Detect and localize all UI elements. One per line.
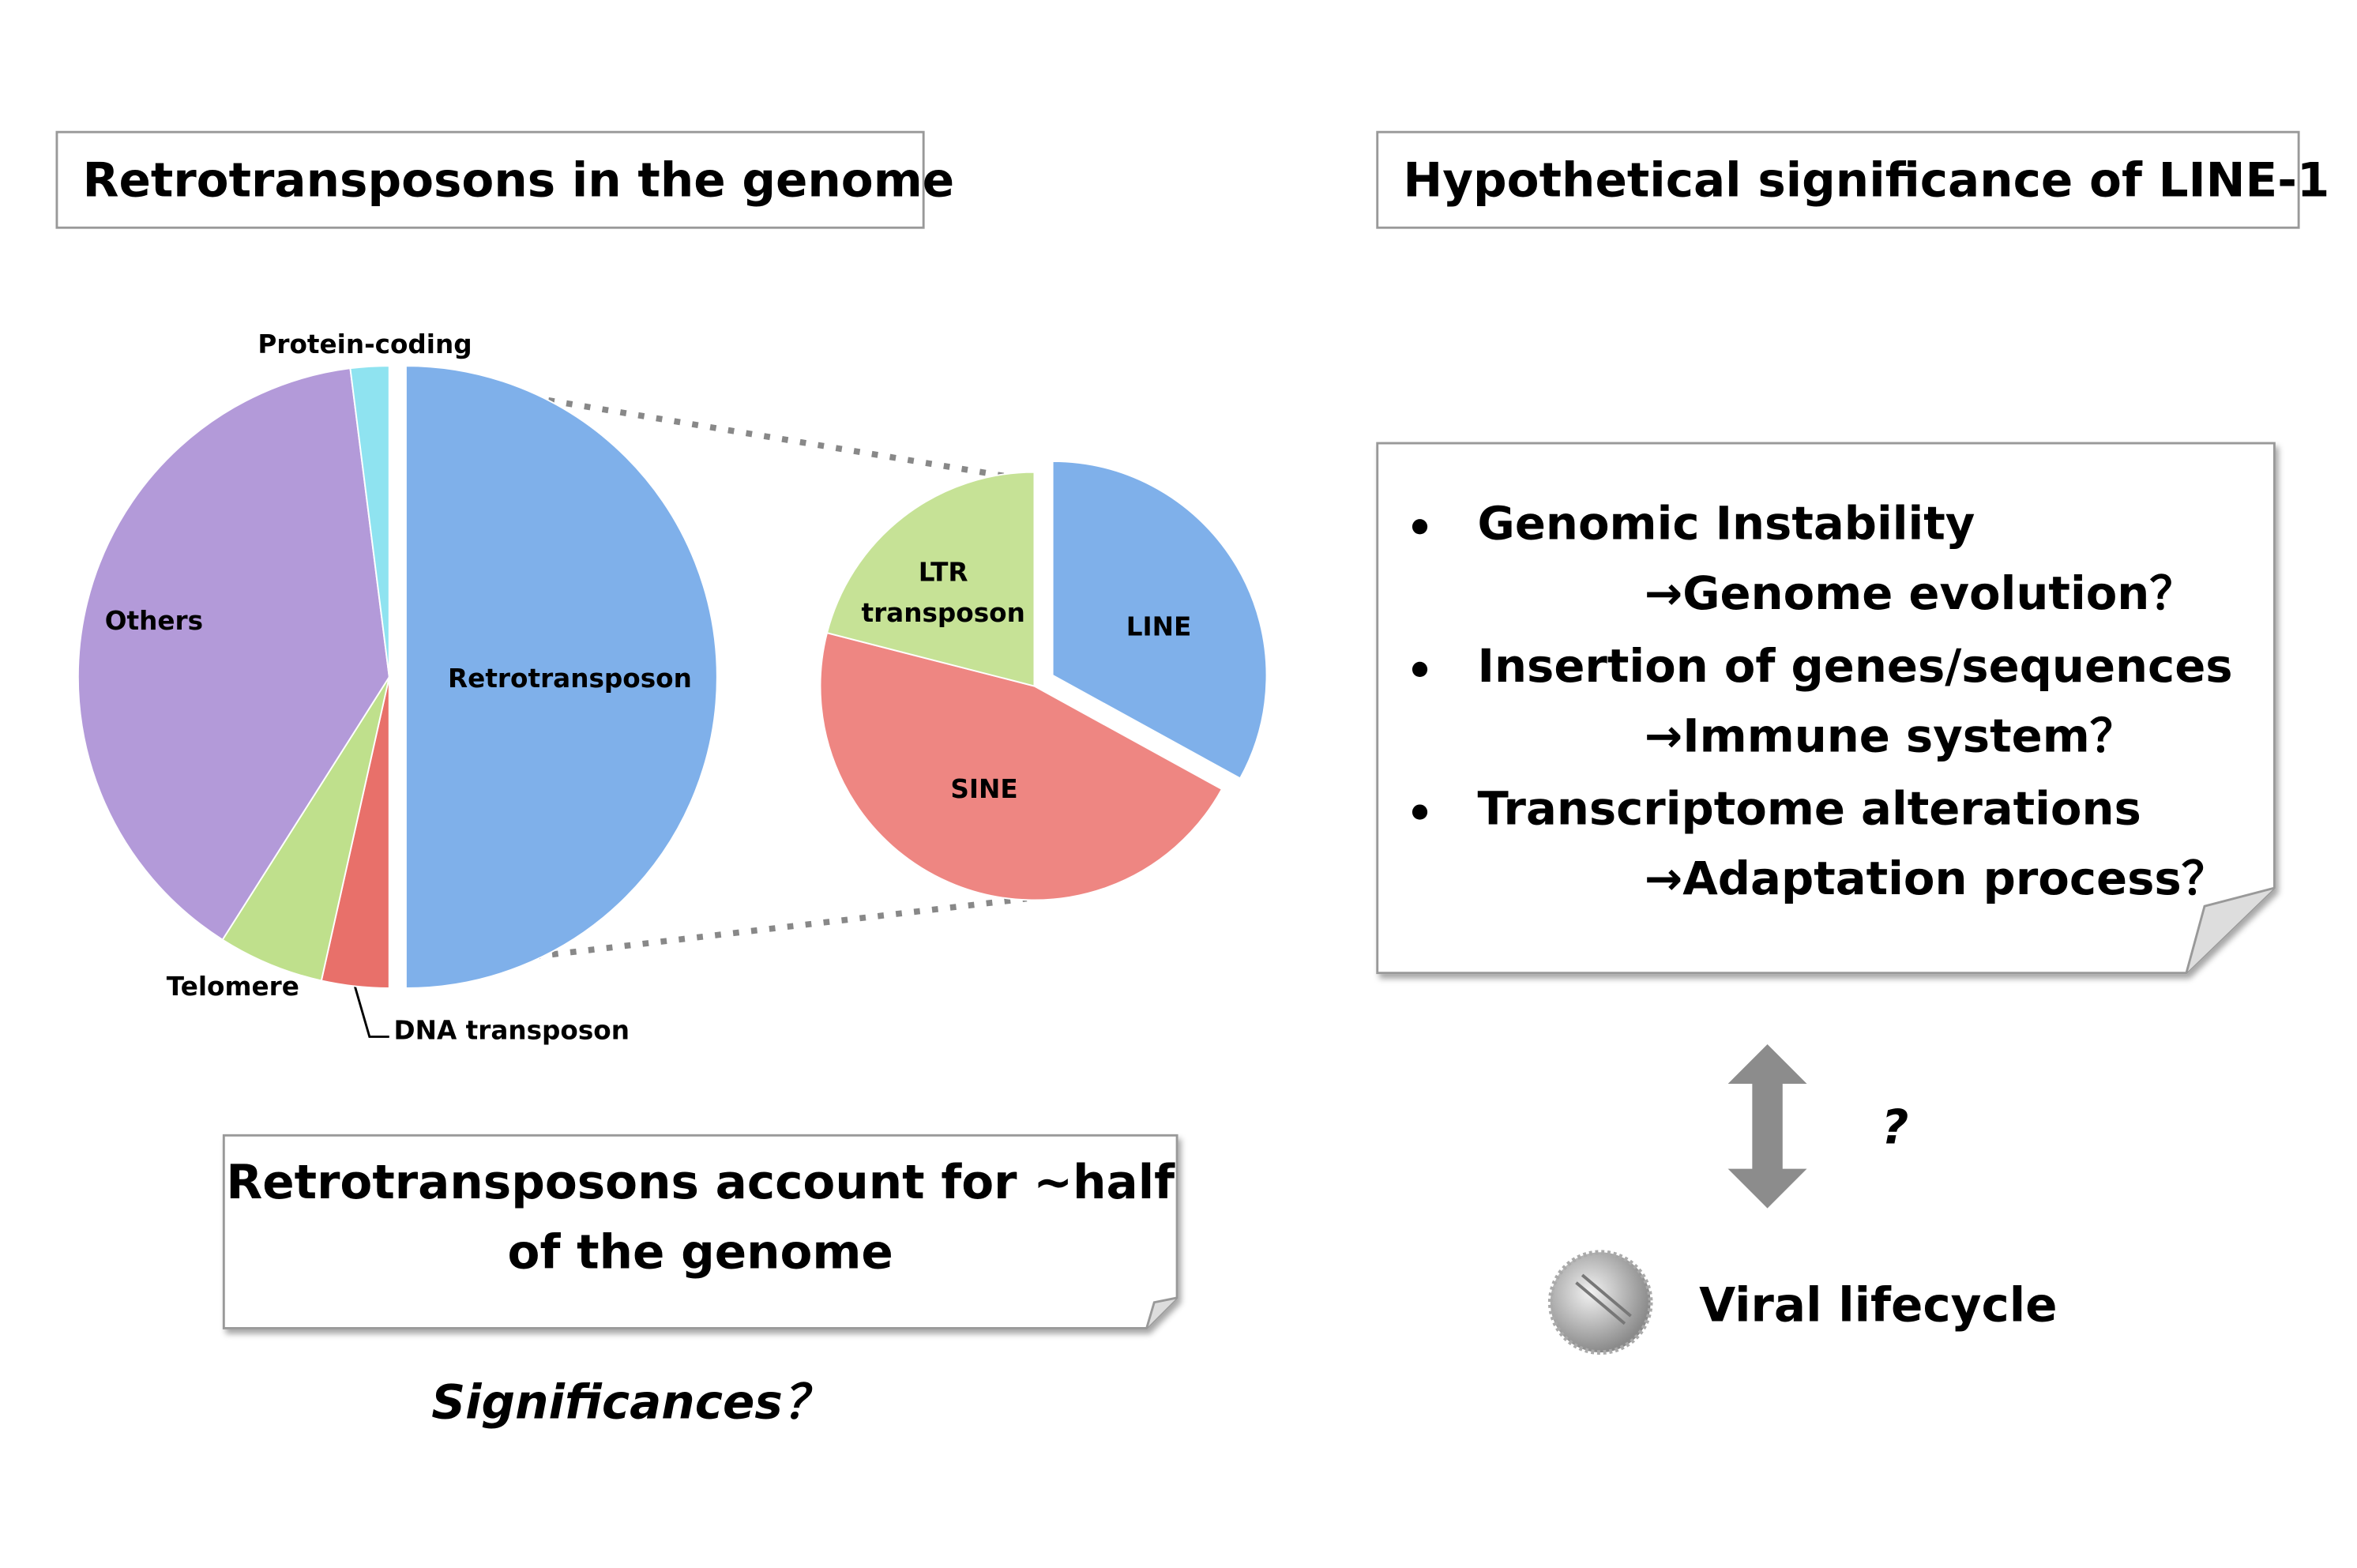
bullet [1412,519,1428,535]
item-list: Genomic Instability →Genome evolution？ Ins… [1412,496,2233,905]
right-title: Hypothetical significance of LINE-1 [1403,154,2329,209]
pies: Retrotransposon DNA transposon Telomere Oth… [77,329,1268,1046]
item-outcome: →Adaptation process？ [1645,852,2227,905]
note-line: Retrotransposons account for ~half [226,1156,1175,1210]
left-title: Retrotransposons in the genome [83,154,955,209]
pie-slice [825,471,1036,687]
pie-slice [404,365,718,989]
title-box [55,130,925,229]
pie-slice [221,676,390,982]
item-text: Genomic Instability [1478,496,1975,550]
slice-label: Protein-coding [258,329,472,359]
note-line: of the genome [508,1225,893,1280]
pie-slice [349,365,390,678]
slice-label: transposon [861,598,1024,628]
zoom-line [407,895,1028,975]
item-text: Insertion of genes/sequences [1478,639,2233,693]
bullet [1412,804,1428,820]
item-outcome: →Genome evolution？ [1645,566,2195,620]
pie-slice [1051,460,1268,780]
pie-slice [77,367,390,941]
slice-label: SINE [950,774,1017,804]
item-outcome: →Immune system？ [1645,709,2135,762]
slice-label: LTR [919,557,968,587]
fold [2185,886,2275,974]
leader-line [351,979,389,1038]
slice-label: DNA transposon [394,1016,630,1046]
virus-icon-detail [1575,1273,1632,1325]
slice-label: Telomere [167,972,299,1002]
double-arrow [1727,1044,1807,1209]
virus-label: Viral lifecycle [1699,1279,2057,1333]
item-text: Transcriptome alterations [1478,782,2141,836]
slice-label: LINE [1126,612,1192,642]
question: Significances？ [431,1375,829,1430]
slice-label: Retrotransposon [448,664,692,694]
bullet [1412,661,1428,678]
title-box [1376,130,2300,229]
link-mark: ? [1881,1101,1909,1156]
slice-label: Others [105,606,203,636]
pie-slice [819,632,1224,901]
zoom-line [422,376,1028,483]
fold [1145,1296,1178,1329]
